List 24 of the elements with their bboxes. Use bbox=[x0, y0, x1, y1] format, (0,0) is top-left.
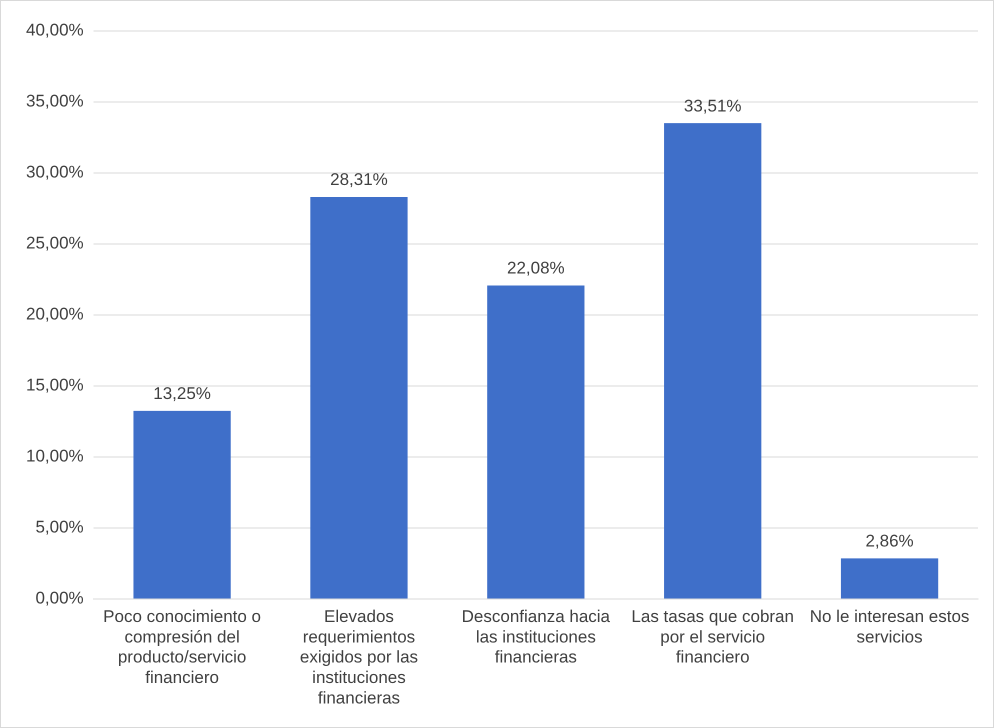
x-tick-label: Elevados requerimientos exigidos por las instituciones financieras bbox=[300, 606, 418, 708]
y-tick-label: 25,00% bbox=[26, 234, 84, 253]
bar bbox=[664, 123, 762, 598]
x-tick-label: No le interesan estos servicios bbox=[810, 606, 970, 646]
bar bbox=[133, 410, 231, 598]
data-label: 22,08% bbox=[506, 258, 565, 278]
y-tick-label: 20,00% bbox=[26, 304, 84, 324]
bar bbox=[310, 197, 408, 598]
x-tick-label: Las tasas que cobran por el servicio financiero bbox=[631, 606, 794, 667]
y-tick-label: 10,00% bbox=[26, 446, 84, 466]
x-tick-label: Poco conocimiento o compresión del producto/servicio financiero bbox=[103, 606, 262, 688]
x-tick-label: Desconfianza hacia las instituciones financieras bbox=[462, 606, 611, 667]
y-tick-label: 0,00% bbox=[35, 588, 84, 608]
data-label: 2,86% bbox=[865, 532, 914, 551]
data-label: 13,25% bbox=[153, 384, 211, 404]
bar bbox=[840, 558, 938, 598]
data-label: 33,51% bbox=[684, 96, 742, 116]
data-label: 28,31% bbox=[330, 170, 388, 190]
y-tick-label: 30,00% bbox=[26, 162, 84, 182]
y-tick-label: 35,00% bbox=[26, 92, 84, 111]
y-tick-label: 5,00% bbox=[35, 518, 84, 537]
y-tick-label: 40,00% bbox=[26, 20, 84, 40]
y-tick-label: 15,00% bbox=[26, 376, 84, 395]
bar bbox=[487, 285, 584, 598]
